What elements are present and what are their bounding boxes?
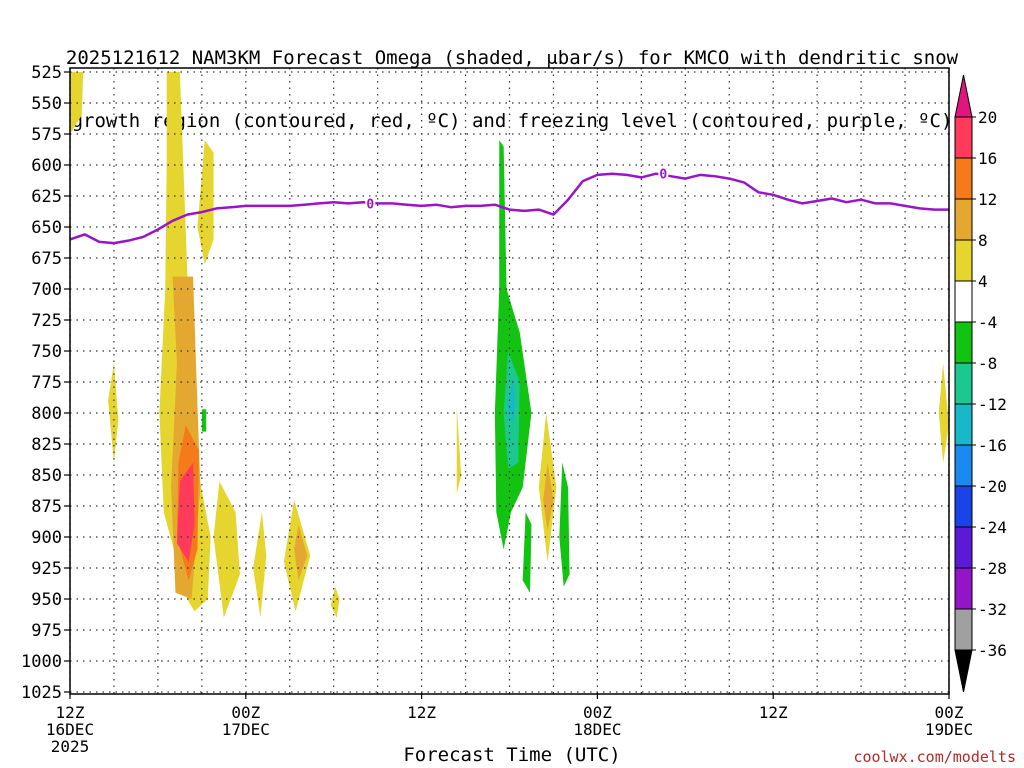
y-tick-label-900: 900 <box>31 528 62 548</box>
colorbar-swatch-2 <box>954 198 973 241</box>
freezing-level-label: 0 <box>366 197 374 212</box>
colorbar-swatch-5 <box>954 321 973 364</box>
y-tick-label-700: 700 <box>31 280 62 300</box>
freezing-level-line <box>69 172 949 245</box>
freezing-label-bg-1 <box>658 166 669 180</box>
x-tick-label: 00Z <box>583 703 612 722</box>
colorbar-swatch-0 <box>954 116 973 159</box>
y-tick-label-825: 825 <box>31 435 62 455</box>
colorbar-swatch-9 <box>954 485 973 528</box>
colorbar-swatch-11 <box>954 567 973 610</box>
grid-lines <box>69 68 950 694</box>
omega-region-19 <box>201 409 207 432</box>
colorbar-label: -32 <box>978 600 1007 619</box>
freezing-level-layer: 00 <box>69 166 949 245</box>
chart-title-line-1: 2025121612 NAM3KM Forecast Omega (shaded… <box>65 47 959 69</box>
x-tick-label: 2025 <box>51 737 90 756</box>
colorbar-swatch-8 <box>954 444 973 487</box>
colorbar-label: -12 <box>978 395 1007 414</box>
colorbar-swatch-10 <box>954 526 973 569</box>
colorbar-swatch-4 <box>954 280 973 323</box>
x-tick-label: 12Z <box>407 703 436 722</box>
colorbar-label: -8 <box>978 354 997 373</box>
colorbar-swatch-3 <box>954 239 973 282</box>
y-tick-label-1000: 1000 <box>21 652 62 672</box>
y-tick-label-950: 950 <box>31 590 62 610</box>
y-tick-label-800: 800 <box>31 404 62 424</box>
y-tick-label-650: 650 <box>31 218 62 238</box>
y-axis: 525 550 575 600 625 650 675 700 725 750 775 800 825 8… <box>21 63 70 703</box>
credit-text: coolwx.com/modelts <box>853 748 1016 766</box>
colorbar-label: -36 <box>978 641 1007 660</box>
colorbar-label: 8 <box>978 231 988 250</box>
y-tick-label-1025: 1025 <box>21 683 62 703</box>
colorbar-label: -16 <box>978 436 1007 455</box>
colorbar-swatch-7 <box>954 403 973 446</box>
x-tick-label: 18DEC <box>573 720 621 739</box>
colorbar-label: -28 <box>978 559 1007 578</box>
colorbar-swatch-6 <box>954 362 973 405</box>
omega-region-3 <box>108 363 119 463</box>
x-tick-label: 16DEC <box>46 720 94 739</box>
y-tick-label-975: 975 <box>31 621 62 641</box>
colorbar-label: -4 <box>978 313 997 332</box>
y-tick-label-575: 575 <box>31 125 62 145</box>
plot-frame <box>69 67 950 695</box>
x-tick-label: 12Z <box>759 703 788 722</box>
colorbar-label: 4 <box>978 272 988 291</box>
x-axis-label: Forecast Time (UTC) <box>403 744 621 766</box>
omega-region-5 <box>253 512 267 618</box>
omega-region-4 <box>213 481 240 618</box>
y-tick-label-775: 775 <box>31 373 62 393</box>
x-tick-label: 19DEC <box>925 720 973 739</box>
freezing-label-bg-0 <box>365 196 376 210</box>
colorbar-swatch-1 <box>954 157 973 200</box>
y-tick-label-525: 525 <box>31 63 62 83</box>
colorbar-label: 20 <box>978 108 997 127</box>
y-tick-label-550: 550 <box>31 94 62 114</box>
y-tick-label-925: 925 <box>31 559 62 579</box>
omega-region-16 <box>494 140 532 550</box>
colorbar-label: 16 <box>978 149 997 168</box>
y-tick-label-600: 600 <box>31 156 62 176</box>
colorbar: 20 16 12 8 4 -4 -8 -12 -16 -20 -24 -28 -32 -36 <box>954 74 1007 693</box>
colorbar-swatch-12 <box>954 608 973 651</box>
colorbar-label: -20 <box>978 477 1007 496</box>
colorbar-label: 12 <box>978 190 997 209</box>
chart-title-line-2: growth region (contoured, red, ºC) and f… <box>71 110 953 132</box>
x-tick-label: 17DEC <box>222 720 270 739</box>
y-tick-label-725: 725 <box>31 311 62 331</box>
chart-title: 2025121612 NAM3KM Forecast Omega (shaded… <box>0 6 1024 153</box>
omega-region-18 <box>522 512 532 593</box>
y-tick-label-875: 875 <box>31 497 62 517</box>
omega-region-17 <box>559 462 570 587</box>
omega-region-7 <box>456 406 462 494</box>
omega-region-13 <box>543 462 554 531</box>
freezing-level-label: 0 <box>659 168 667 183</box>
y-tick-label-625: 625 <box>31 187 62 207</box>
y-tick-label-675: 675 <box>31 249 62 269</box>
omega-region-12 <box>294 524 308 581</box>
omega-shading <box>70 72 949 618</box>
x-tick-label: 00Z <box>231 703 260 722</box>
colorbar-bottom-arrow <box>954 649 973 693</box>
colorbar-label: -24 <box>978 518 1007 537</box>
omega-region-10 <box>330 586 340 618</box>
omega-region-2 <box>197 140 214 265</box>
y-tick-label-750: 750 <box>31 342 62 362</box>
y-tick-label-850: 850 <box>31 466 62 486</box>
omega-region-9 <box>938 363 949 463</box>
x-tick-label: 12Z <box>56 703 85 722</box>
colorbar-top-arrow <box>954 74 973 118</box>
x-tick-label: 00Z <box>935 703 964 722</box>
